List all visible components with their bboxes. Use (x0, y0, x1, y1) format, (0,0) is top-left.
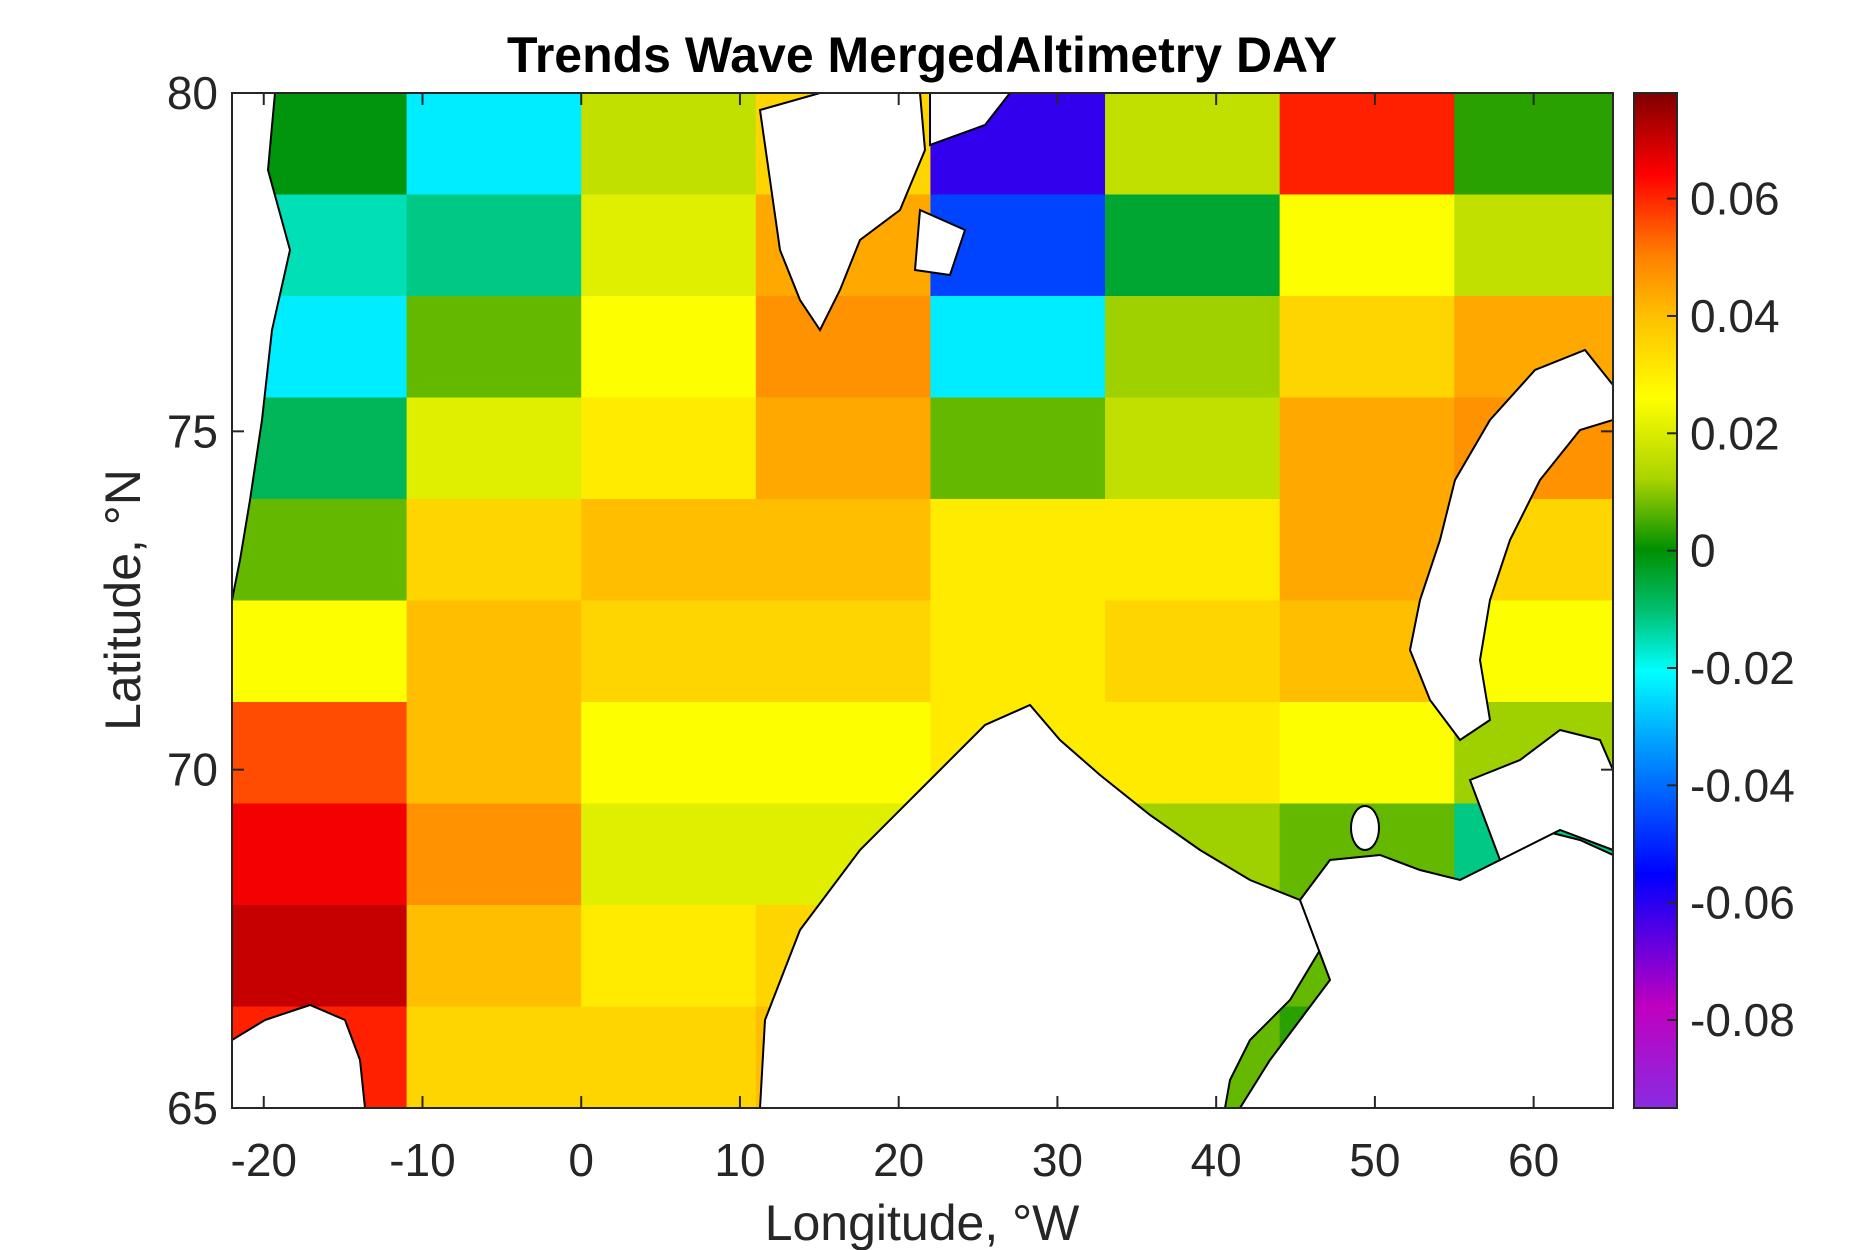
land-svalbard (758, 93, 927, 332)
y-axis-label: Latitude, °N (95, 469, 151, 731)
heatmap-cell (406, 702, 582, 804)
heatmap-cell (1105, 93, 1281, 195)
heatmap-cell (930, 296, 1106, 398)
colorbar-tick-label: 0.06 (1690, 173, 1780, 225)
heatmap-cell (581, 296, 757, 398)
y-tick-label: 65 (167, 1082, 218, 1134)
heatmap-cell (232, 905, 408, 1007)
heatmap-cell (755, 296, 931, 398)
colorbar-tick-label: 0 (1690, 525, 1716, 577)
land-greenland (232, 93, 292, 601)
heatmap-cell (1279, 296, 1455, 398)
heatmap-cell (406, 1006, 582, 1108)
heatmap-cell (406, 397, 582, 500)
heatmap-cell (755, 600, 931, 703)
heatmap-cell (930, 600, 1106, 703)
heatmap (232, 93, 1613, 1108)
heatmap-cell (1279, 702, 1455, 804)
colorbar-tick-label: 0.02 (1690, 407, 1780, 459)
y-tick-label: 80 (167, 67, 218, 119)
heatmap-cell (406, 194, 582, 297)
colorbar-tick-label: 0.04 (1690, 290, 1780, 342)
colorbar (1633, 92, 1678, 1109)
heatmap-cell (406, 93, 582, 195)
heatmap-cell (1105, 499, 1281, 601)
heatmap-cell (1105, 397, 1281, 500)
heatmap-cell (1105, 702, 1281, 804)
heatmap-cell (1105, 296, 1281, 398)
heatmap-cell (1454, 93, 1613, 195)
x-tick-label: 20 (873, 1134, 924, 1186)
chart-title: Trends Wave MergedAltimetry DAY (507, 27, 1337, 83)
heatmap-cell (755, 397, 931, 500)
land-novaya-zemlya (1408, 348, 1613, 742)
heatmap-cell (1454, 194, 1613, 297)
heatmap-cell (581, 194, 757, 297)
heatmap-cell (232, 702, 408, 804)
land-scandinavia (758, 703, 1322, 1108)
heatmap-cell (232, 499, 408, 601)
y-axis: 65 70 75 80 (167, 67, 1613, 1134)
x-tick-label: 10 (714, 1134, 765, 1186)
heatmap-cell (406, 905, 582, 1007)
heatmap-cell (1105, 600, 1281, 703)
x-tick-label: 60 (1508, 1134, 1559, 1186)
heatmap-cell (581, 397, 757, 500)
x-tick-label: 50 (1349, 1134, 1400, 1186)
heatmap-cell (581, 702, 757, 804)
x-axis-label: Longitude, °W (765, 1195, 1080, 1250)
colorbar-tick-label: -0.02 (1690, 642, 1795, 694)
x-axis: -20 -10 0 10 20 30 40 50 60 (231, 93, 1559, 1186)
x-tick-label: 40 (1191, 1134, 1242, 1186)
colorbar-tick-label: -0.04 (1690, 759, 1795, 811)
x-tick-label: 30 (1032, 1134, 1083, 1186)
heatmap-cell (755, 702, 931, 804)
y-tick-label: 70 (167, 744, 218, 796)
heatmap-cell (1279, 93, 1455, 195)
land-masses (232, 93, 1613, 1108)
heatmap-cell (232, 803, 408, 906)
land-kola (1238, 828, 1613, 1108)
heatmap-cell (930, 397, 1106, 500)
land-kolguev (1350, 805, 1380, 851)
heatmap-cell (406, 600, 582, 703)
heatmap-cell (406, 296, 582, 398)
heatmap-cell (581, 803, 757, 906)
x-tick-label: -10 (389, 1134, 455, 1186)
heatmap-cell (406, 499, 582, 601)
heatmap-cell (406, 803, 582, 906)
heatmap-cell (755, 499, 931, 601)
colorbar-tick-label: -0.08 (1690, 994, 1795, 1046)
land-svalbard-east (929, 93, 1012, 147)
land-svalbard-nordaust (913, 208, 967, 277)
heatmap-cell (1279, 194, 1455, 297)
heatmap-cell (581, 600, 757, 703)
heatmap-cell (930, 499, 1106, 601)
plot-frame (231, 92, 1614, 1109)
heatmap-cell (232, 600, 408, 703)
heatmap-cell (1105, 194, 1281, 297)
heatmap-cell (581, 93, 757, 195)
land-iceland (232, 1003, 367, 1108)
colorbar-ticks: 0.06 0.04 0.02 0 -0.02 -0.04 -0.06 -0.08 (1667, 173, 1795, 1046)
heatmap-cell (581, 905, 757, 1007)
land-kanin (1468, 728, 1613, 862)
x-tick-label: -20 (231, 1134, 297, 1186)
heatmap-cell (581, 1006, 757, 1108)
heatmap-cell (581, 499, 757, 601)
colorbar-tick-label: -0.06 (1690, 877, 1795, 929)
heatmap-cell (1279, 397, 1455, 500)
x-tick-label: 0 (568, 1134, 594, 1186)
y-tick-label: 75 (167, 405, 218, 457)
